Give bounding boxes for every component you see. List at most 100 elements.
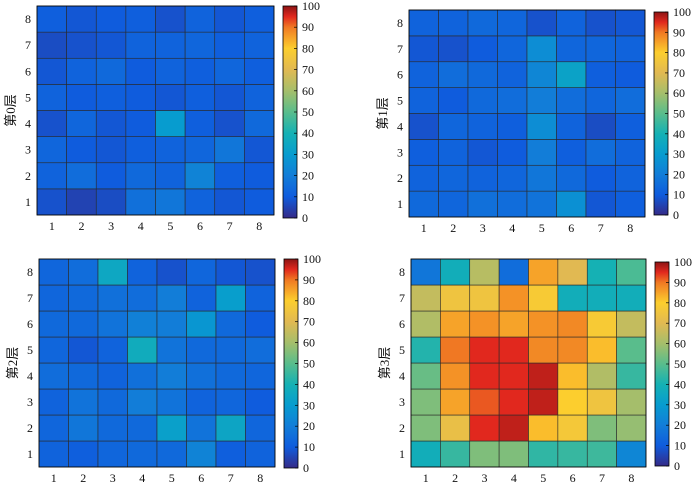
colorbar-tick-label: 90 — [674, 275, 686, 289]
heatmap-cell — [410, 414, 441, 442]
heatmap-cell — [528, 310, 559, 338]
heatmap-cell — [127, 336, 158, 364]
heatmap-cell — [214, 84, 245, 111]
heatmap-cell — [125, 5, 156, 33]
heatmap-cell — [215, 258, 246, 286]
heatmap-cell — [586, 388, 617, 416]
heatmap-cell — [408, 61, 439, 88]
x-tick-label: 1 — [49, 219, 55, 233]
heatmap-cell — [155, 5, 186, 33]
heatmap-cell — [95, 31, 127, 59]
heatmap-cell — [97, 414, 128, 442]
colorbar-tick-label: 30 — [674, 398, 686, 412]
y-tick-label: 3 — [27, 395, 33, 409]
colorbar-tick-label: 80 — [673, 46, 685, 60]
colorbar-tick-label: 40 — [674, 377, 686, 391]
heatmap-cell — [127, 388, 158, 416]
heatmap-cell — [156, 388, 187, 416]
heatmap-cell — [156, 440, 187, 468]
x-tick-label: 3 — [108, 219, 114, 233]
heatmap-cell — [526, 35, 557, 63]
heatmap-cell — [184, 162, 216, 190]
heatmap-cell — [498, 388, 529, 416]
heatmap-cell — [125, 110, 156, 137]
heatmap-cell — [95, 57, 127, 85]
heatmap-cell — [125, 31, 156, 59]
heatmap-cell — [184, 31, 216, 59]
heatmap-cell — [66, 84, 97, 111]
heatmap-cell — [469, 284, 500, 312]
heatmap-cell — [498, 362, 529, 390]
x-tick-label: 5 — [169, 471, 175, 482]
colorbar-tick-label: 0 — [303, 461, 309, 475]
heatmap-cell — [68, 284, 99, 312]
heatmap-cell — [186, 284, 217, 312]
heatmap-cell — [528, 258, 559, 286]
heatmap-cell — [125, 57, 156, 85]
y-tick-label: 4 — [25, 117, 31, 131]
y-tick-label: 6 — [25, 64, 31, 78]
heatmap-cell — [616, 388, 647, 416]
heatmap-panel-2: 1 2 3 4 5 6 7 8 1 2 3 4 5 6 7 8 第2层 0 10 20 30 40 50 60 70 80 90 10… — [5, 252, 321, 482]
heatmap-cell — [616, 258, 647, 286]
heatmap-cell — [585, 139, 616, 166]
colorbar-tick-label: 60 — [302, 84, 314, 98]
colorbar-tick-label: 20 — [674, 418, 686, 432]
heatmap-cell — [556, 9, 587, 37]
heatmap-cell — [497, 139, 528, 166]
heatmap-cell — [438, 190, 469, 218]
heatmap-cell — [585, 61, 616, 88]
heatmap-cell — [410, 336, 441, 364]
heatmap-cell — [38, 414, 69, 442]
x-tick-label: 6 — [568, 221, 574, 235]
heatmap-cell — [556, 139, 587, 166]
x-tick-label: 3 — [481, 471, 487, 482]
heatmap-cell — [616, 440, 647, 468]
heatmap-cell — [245, 336, 276, 364]
heatmap-cell — [186, 388, 217, 416]
heatmap-cell — [616, 336, 647, 364]
y-tick-label: 2 — [27, 421, 33, 435]
heatmap-cell — [68, 414, 99, 442]
heatmap-cell — [186, 414, 217, 442]
y-tick-label: 5 — [25, 90, 31, 104]
heatmap-cell — [156, 336, 187, 364]
heatmap-cell — [214, 136, 245, 164]
heatmap-cell — [528, 336, 559, 364]
heatmap-cell — [156, 310, 187, 338]
heatmap-cell — [410, 440, 441, 468]
heatmap-cell — [97, 388, 128, 416]
colorbar-tick-label: 10 — [302, 190, 314, 204]
heatmap-cell — [97, 336, 128, 364]
heatmap-cell — [36, 57, 67, 85]
heatmap-cell — [586, 258, 617, 286]
heatmap-cell — [557, 258, 588, 286]
heatmap-cell — [244, 5, 275, 33]
y-tick-label: 3 — [25, 143, 31, 157]
colorbar-tick-label: 90 — [673, 25, 685, 39]
colorbar-tick-label: 50 — [303, 357, 315, 371]
heatmap-cell — [215, 388, 246, 416]
heatmap-cell — [438, 9, 469, 37]
heatmap-cell — [440, 258, 471, 286]
heatmap-cell — [215, 284, 246, 312]
colorbar-tick-label: 70 — [674, 316, 686, 330]
colorbar-tick-label: 30 — [303, 398, 315, 412]
y-axis-label: 第3层 — [377, 347, 392, 380]
y-tick-label: 6 — [397, 68, 403, 82]
y-tick-label: 4 — [27, 369, 33, 383]
colorbar-tick-label: 80 — [674, 296, 686, 310]
heatmap-cell — [528, 440, 559, 468]
heatmap-cell — [245, 440, 276, 468]
heatmap-cell — [38, 388, 69, 416]
plot-frame — [408, 9, 646, 218]
colorbar-tick-label: 60 — [303, 336, 315, 350]
heatmap-cell — [95, 110, 127, 137]
heatmap-cell — [36, 31, 67, 59]
heatmap-cell — [438, 164, 469, 192]
heatmap-cell — [556, 61, 587, 88]
heatmap-cell — [38, 362, 69, 390]
x-tick-label: 8 — [257, 471, 263, 482]
x-tick-label: 7 — [598, 221, 604, 235]
heatmap-cell — [38, 284, 69, 312]
